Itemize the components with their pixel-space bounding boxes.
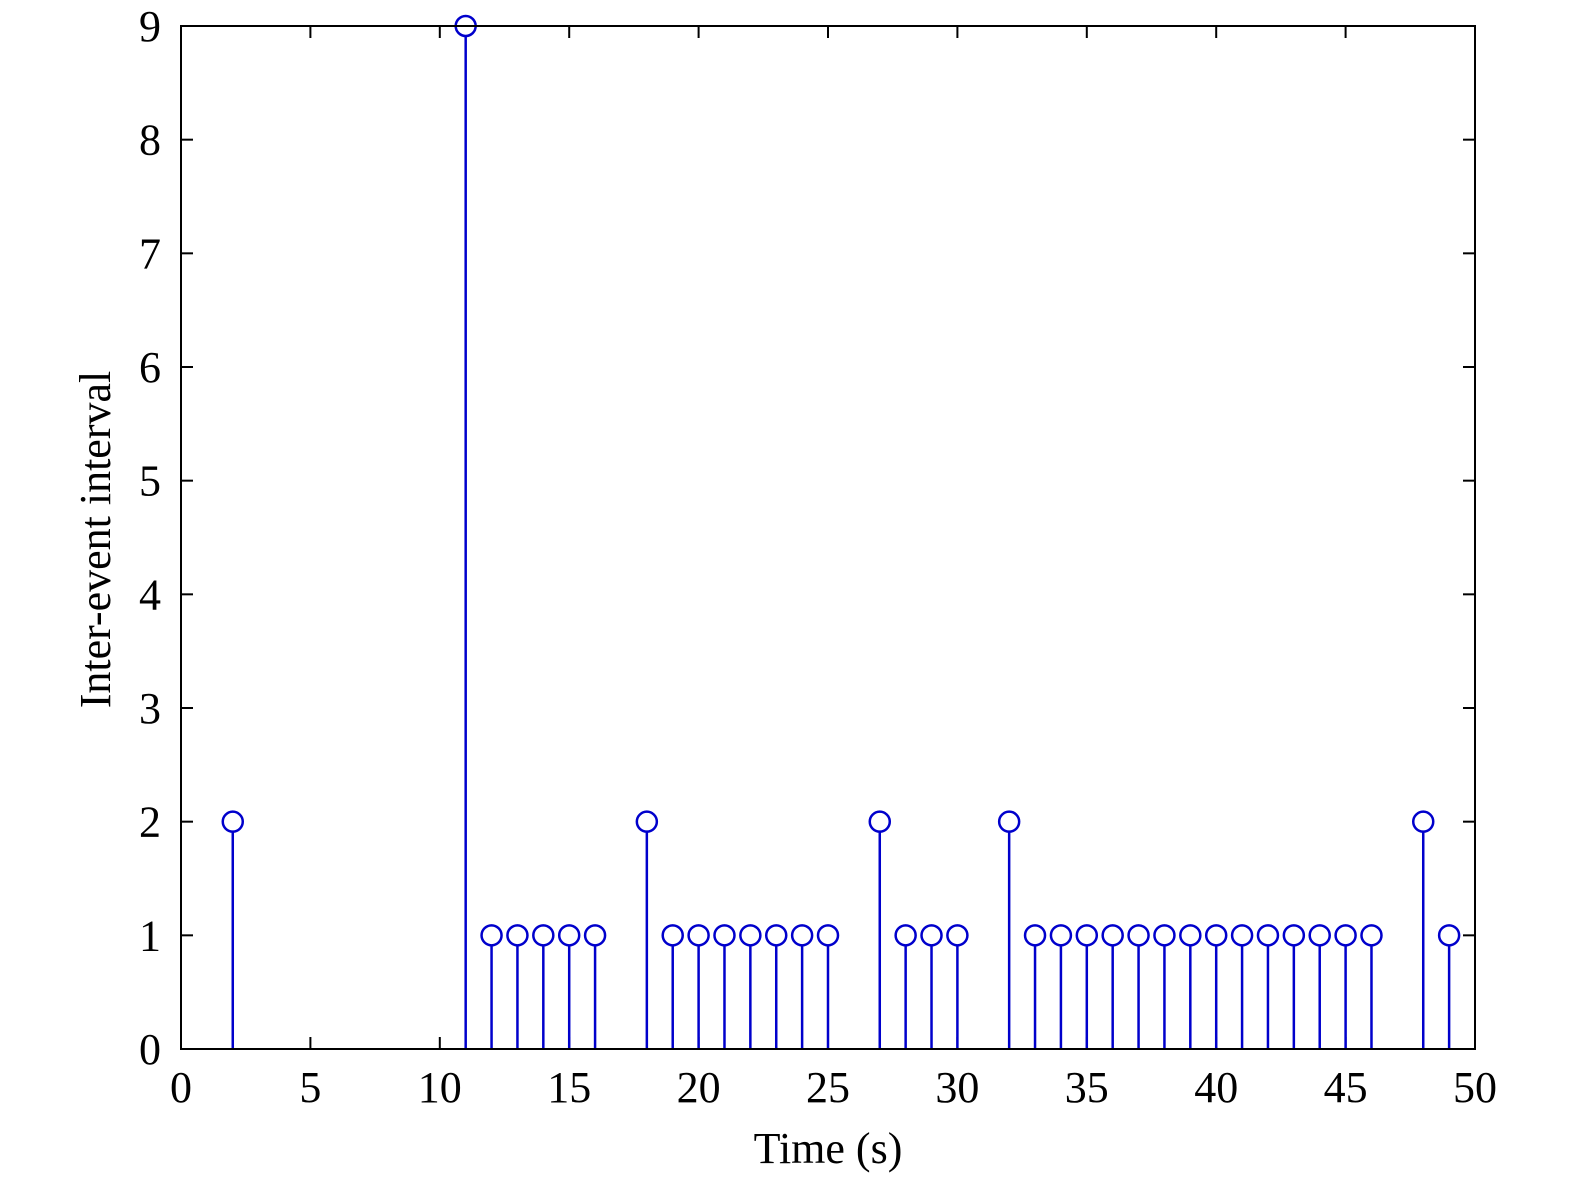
stem-marker [946, 924, 969, 947]
stem-marker [687, 924, 710, 947]
y-tick-label: 7 [139, 229, 161, 278]
stem-marker [1204, 924, 1228, 947]
axis-ticks [180, 25, 1476, 1050]
x-tick-label: 30 [935, 1063, 979, 1112]
x-tick-label: 0 [170, 1063, 192, 1112]
stem-marker [635, 810, 659, 833]
y-tick-label: 3 [139, 684, 161, 733]
stem-marker [1075, 924, 1099, 947]
stem-marker [1308, 924, 1331, 947]
stem-marker [1049, 924, 1073, 947]
stem-marker [739, 924, 762, 947]
stem-marker [764, 924, 788, 947]
stem-marker [1282, 924, 1306, 947]
stem-marker [1153, 924, 1176, 947]
x-tick-label: 40 [1194, 1063, 1238, 1112]
stem-marker [713, 924, 736, 947]
stem-marker [557, 924, 581, 947]
y-tick-label: 6 [139, 343, 161, 392]
x-tick-label: 35 [1065, 1063, 1109, 1112]
y-tick-label: 1 [139, 911, 161, 960]
y-tick-label: 8 [139, 116, 161, 165]
stem-marker [920, 924, 943, 947]
y-axis-label: Inter-event interval [71, 371, 120, 709]
plot-frame [180, 25, 1476, 1050]
y-tick-label: 9 [139, 2, 161, 51]
stem-marker [583, 924, 607, 947]
stem-marker [1411, 810, 1435, 833]
stem-marker [816, 924, 840, 947]
stem-marker [1360, 924, 1383, 947]
x-tick-label: 20 [677, 1063, 721, 1112]
x-tick-label: 5 [299, 1063, 321, 1112]
stem-marker [221, 810, 245, 833]
stem-marker [868, 810, 892, 833]
stem-marker [1179, 924, 1202, 947]
stem-marker [997, 810, 1021, 833]
x-tick-label: 25 [806, 1063, 850, 1112]
x-tick-label: 45 [1324, 1063, 1368, 1112]
x-axis-label: Time (s) [754, 1124, 903, 1173]
x-tick-label: 15 [547, 1063, 591, 1112]
stem-marker [1101, 924, 1124, 947]
stem-marker [1230, 924, 1254, 947]
stem-marker [894, 924, 917, 947]
stem-marker [532, 924, 555, 947]
stem-marker [1023, 924, 1047, 947]
stem-marker [1437, 924, 1461, 947]
stem-marker [1334, 924, 1357, 947]
stem-marker [1127, 924, 1150, 947]
x-tick-label: 50 [1453, 1063, 1497, 1112]
stem-marker [1256, 924, 1280, 947]
stem-marker [506, 924, 529, 947]
y-tick-label: 4 [139, 570, 161, 619]
y-tick-label: 0 [139, 1025, 161, 1074]
stem-marker [480, 924, 503, 947]
y-tick-label: 2 [139, 798, 161, 847]
data-series [221, 14, 1461, 1049]
stem-marker [790, 924, 814, 947]
y-tick-label: 5 [139, 457, 161, 506]
x-tick-label: 10 [418, 1063, 462, 1112]
stem-marker [661, 924, 684, 947]
